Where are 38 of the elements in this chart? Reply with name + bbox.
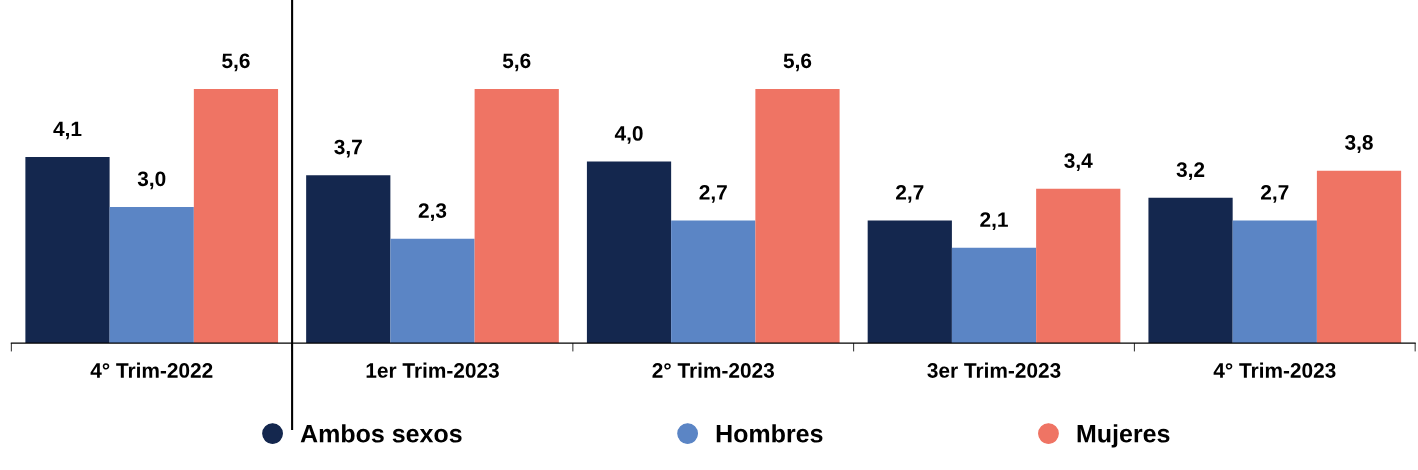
x-tick-label: 4° Trim-2023 bbox=[1213, 362, 1336, 378]
legend-label: Hombres bbox=[716, 424, 823, 443]
data-label: 3,2 bbox=[1176, 162, 1205, 181]
data-label: 2,3 bbox=[418, 203, 447, 221]
data-label: 3,8 bbox=[1345, 135, 1373, 153]
data-label: 2,7 bbox=[1261, 185, 1289, 203]
bar bbox=[109, 206, 194, 344]
bar bbox=[474, 88, 559, 344]
bar bbox=[671, 220, 756, 344]
bar bbox=[586, 161, 672, 344]
data-label: 5,6 bbox=[502, 53, 531, 72]
legend-label: Mujeres bbox=[1077, 424, 1170, 448]
data-label: 3,4 bbox=[1064, 153, 1093, 172]
data-label: 2,7 bbox=[699, 185, 727, 203]
bar bbox=[1232, 220, 1317, 344]
bar bbox=[1316, 170, 1402, 344]
x-tick-label: 2° Trim-2023 bbox=[652, 362, 774, 378]
bar bbox=[1036, 188, 1121, 344]
bar bbox=[951, 247, 1037, 344]
data-label: 5,6 bbox=[222, 53, 250, 72]
bar bbox=[25, 157, 110, 344]
x-tick-label: 1er Trim-2023 bbox=[366, 362, 499, 378]
bar bbox=[867, 220, 952, 344]
data-label: 2,1 bbox=[980, 212, 1008, 231]
data-label: 4,1 bbox=[53, 121, 82, 140]
bar bbox=[390, 238, 475, 344]
data-label: 5,6 bbox=[783, 53, 812, 72]
data-label: 4,0 bbox=[614, 126, 643, 144]
bar bbox=[755, 88, 840, 344]
bar bbox=[193, 88, 279, 344]
bar bbox=[1148, 197, 1233, 344]
x-tick-label: 4° Trim-2022 bbox=[90, 362, 213, 378]
data-label: 3,7 bbox=[334, 139, 362, 158]
data-label: 2,7 bbox=[896, 185, 924, 203]
x-tick-label: 3er Trim-2023 bbox=[927, 362, 1061, 378]
data-label: 3,0 bbox=[137, 171, 166, 190]
bar bbox=[306, 175, 391, 344]
legend-label: Ambos sexos bbox=[300, 424, 462, 443]
